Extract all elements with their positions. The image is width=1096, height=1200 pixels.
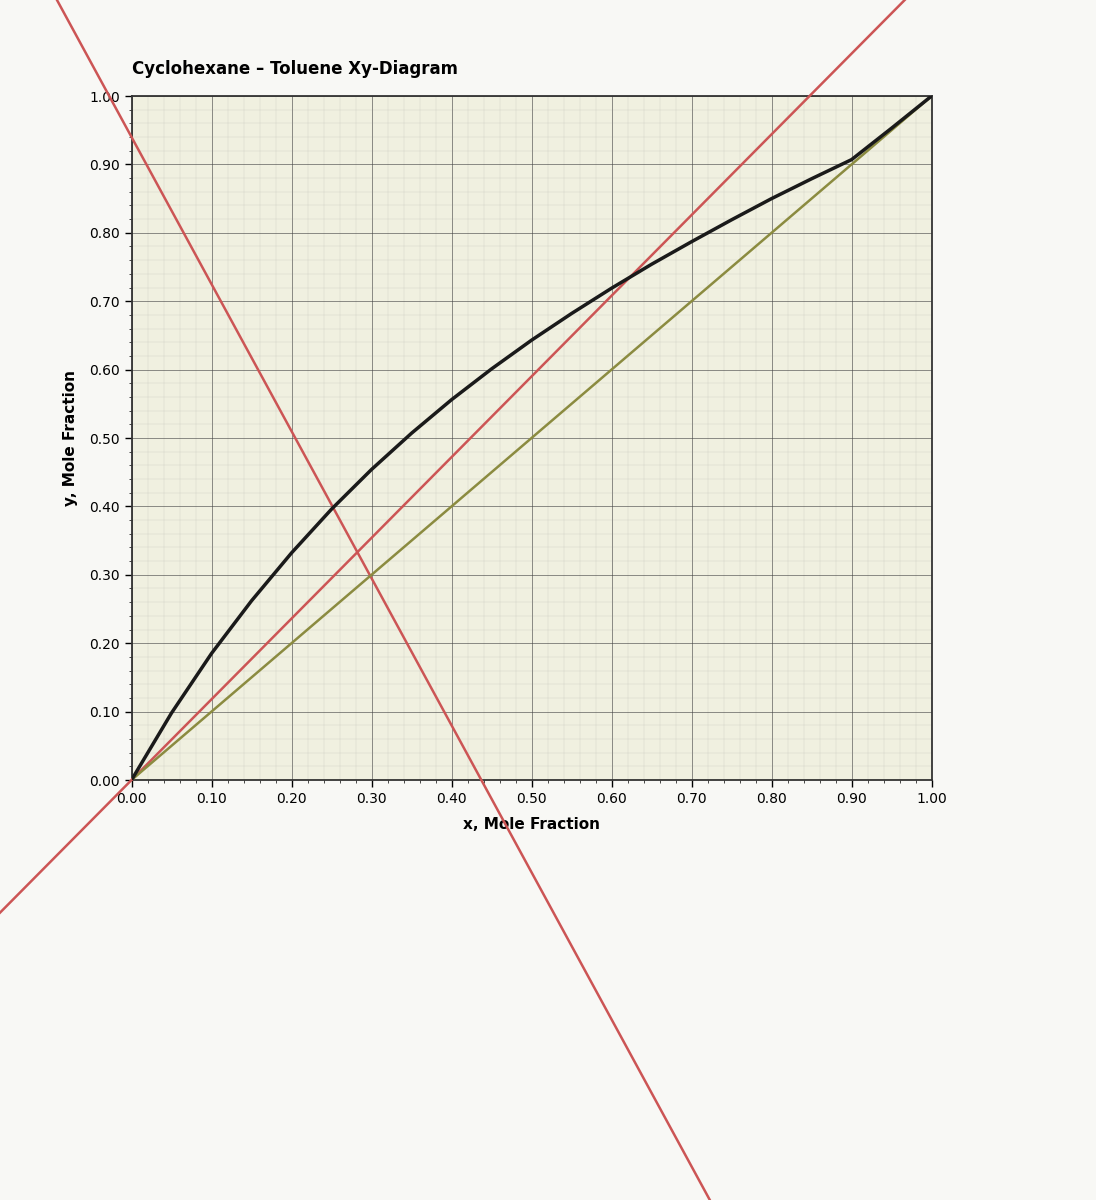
Text: Cyclohexane – Toluene Xy-Diagram: Cyclohexane – Toluene Xy-Diagram	[132, 60, 457, 78]
X-axis label: x, Mole Fraction: x, Mole Fraction	[463, 817, 601, 832]
Y-axis label: y, Mole Fraction: y, Mole Fraction	[62, 370, 78, 506]
